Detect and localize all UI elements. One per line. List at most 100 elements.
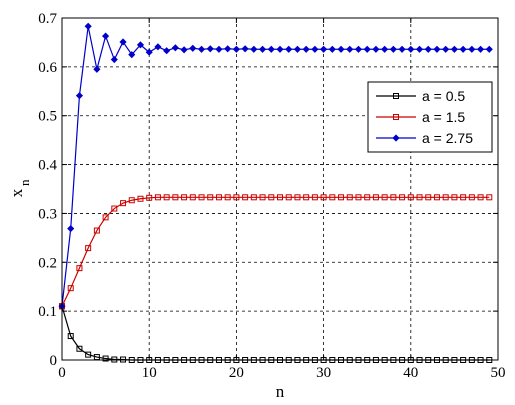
data-point bbox=[346, 194, 353, 201]
data-point bbox=[224, 194, 231, 201]
plot-background bbox=[62, 18, 498, 360]
svg-text:n: n bbox=[17, 179, 32, 186]
series-2 bbox=[58, 22, 493, 310]
data-point bbox=[372, 194, 379, 201]
data-point bbox=[267, 45, 275, 53]
data-point bbox=[393, 93, 399, 99]
data-point bbox=[285, 45, 293, 53]
data-point bbox=[311, 194, 318, 201]
legend-label: a = 0.5 bbox=[422, 88, 465, 104]
data-point bbox=[451, 194, 458, 201]
data-point bbox=[407, 194, 414, 201]
x-tick-label: 0 bbox=[58, 365, 66, 381]
y-tick-label: 0.7 bbox=[38, 11, 57, 27]
data-point bbox=[242, 194, 249, 201]
data-point bbox=[277, 194, 283, 201]
data-point bbox=[259, 194, 266, 201]
data-point bbox=[476, 45, 485, 53]
y-tick-label: 0.6 bbox=[38, 60, 57, 76]
data-point bbox=[189, 44, 197, 52]
y-tick-label: 0.1 bbox=[38, 304, 57, 320]
data-point bbox=[392, 134, 400, 142]
data-point bbox=[302, 45, 310, 53]
data-point bbox=[364, 194, 371, 201]
y-tick-label: 0.2 bbox=[38, 255, 57, 271]
data-point bbox=[303, 194, 310, 201]
data-point bbox=[76, 345, 83, 352]
data-point bbox=[67, 225, 75, 233]
y-tick-label: 0.3 bbox=[38, 206, 57, 222]
data-point bbox=[224, 45, 232, 53]
y-axis-label: x n bbox=[7, 179, 32, 197]
data-point bbox=[206, 45, 214, 53]
svg-text:x: x bbox=[7, 188, 26, 197]
data-point bbox=[258, 45, 267, 53]
data-point bbox=[398, 45, 406, 53]
data-point bbox=[180, 46, 188, 54]
data-point bbox=[128, 197, 135, 204]
data-point bbox=[346, 45, 354, 53]
data-point bbox=[136, 41, 145, 49]
data-point bbox=[250, 45, 258, 53]
data-point bbox=[294, 194, 301, 201]
legend: a = 0.5 a = 1.5 a = 2.75 bbox=[367, 81, 493, 153]
data-point bbox=[146, 194, 153, 201]
data-point bbox=[154, 194, 161, 201]
data-point bbox=[399, 194, 406, 201]
data-point bbox=[393, 114, 399, 120]
data-point bbox=[171, 44, 179, 52]
data-point bbox=[111, 205, 118, 212]
data-point bbox=[137, 195, 144, 202]
data-point bbox=[424, 45, 432, 53]
data-point bbox=[197, 45, 206, 53]
data-point bbox=[320, 45, 328, 53]
data-point bbox=[128, 51, 136, 59]
data-point bbox=[102, 214, 109, 221]
data-point bbox=[338, 194, 345, 201]
x-tick-label: 30 bbox=[316, 365, 331, 381]
data-point bbox=[450, 45, 458, 53]
data-point bbox=[389, 45, 397, 53]
y-axis-label-sub: n bbox=[17, 179, 32, 186]
legend-label: a = 2.75 bbox=[422, 130, 473, 146]
data-point bbox=[416, 194, 423, 201]
data-point bbox=[102, 355, 109, 362]
data-point bbox=[355, 194, 362, 201]
data-point bbox=[320, 194, 327, 201]
data-point bbox=[232, 45, 240, 53]
data-point bbox=[110, 55, 118, 64]
data-point bbox=[337, 45, 345, 53]
data-point bbox=[433, 45, 441, 53]
x-tick-label: 50 bbox=[491, 365, 506, 381]
data-point bbox=[163, 194, 170, 201]
data-point bbox=[207, 194, 214, 201]
data-point bbox=[293, 45, 302, 53]
data-point bbox=[75, 92, 84, 100]
data-point bbox=[84, 22, 92, 30]
data-point bbox=[381, 194, 388, 201]
data-point bbox=[76, 265, 83, 272]
data-point bbox=[215, 194, 222, 201]
series-line bbox=[61, 196, 490, 307]
data-point bbox=[415, 45, 424, 53]
data-point bbox=[120, 200, 127, 207]
data-point bbox=[381, 45, 389, 53]
data-point bbox=[85, 351, 92, 358]
data-point bbox=[145, 48, 153, 56]
data-point bbox=[486, 194, 493, 201]
data-point bbox=[468, 45, 476, 53]
grid bbox=[62, 18, 498, 360]
legend-label: a = 1.5 bbox=[422, 109, 465, 125]
data-point bbox=[154, 43, 162, 51]
y-tick-label: 0 bbox=[50, 353, 58, 369]
data-point bbox=[468, 194, 475, 201]
data-point bbox=[67, 333, 74, 340]
x-tick-label: 20 bbox=[229, 365, 244, 381]
x-axis-label: n bbox=[276, 382, 285, 401]
data-point bbox=[250, 194, 257, 201]
data-point bbox=[268, 194, 275, 201]
data-point bbox=[363, 45, 371, 53]
data-point bbox=[241, 45, 249, 53]
data-point bbox=[459, 45, 467, 53]
